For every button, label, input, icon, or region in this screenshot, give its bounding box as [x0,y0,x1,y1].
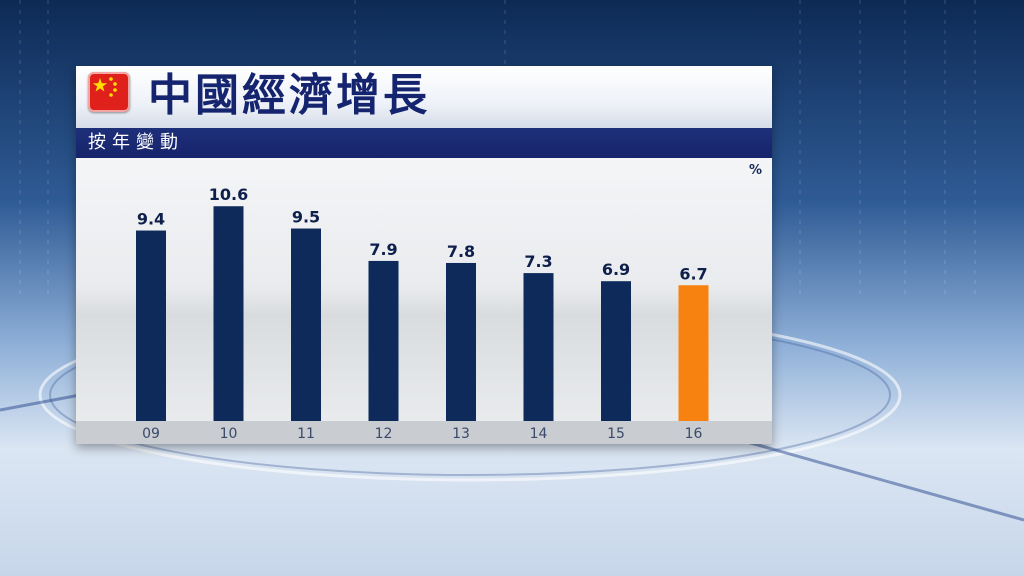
data-label: 9.4 [137,210,165,229]
bar [446,262,476,421]
x-tick-label: 14 [530,426,548,442]
x-tick-label: 13 [452,426,470,442]
bar [678,285,709,421]
title-bar: 中國經濟增長 [76,66,772,128]
bar [601,281,631,421]
data-label: 7.8 [447,242,475,261]
page-title: 中國經濟增長 [148,70,430,121]
data-label: 7.3 [524,252,552,271]
data-label: 7.9 [369,240,397,259]
x-tick-label: 09 [142,426,160,442]
x-tick-label: 15 [607,426,625,442]
bar [368,260,399,421]
x-tick-label: 11 [297,426,315,442]
china-flag-icon [88,72,130,112]
bar [291,228,321,421]
chart-panel: 中國經濟增長 按年變動 % 9.4 09 10.6 10 9.5 11 7.9 12 7.8 13 7… [76,66,772,444]
bar [213,206,244,421]
unit-label: % [749,163,762,178]
data-label: 10.6 [209,185,248,204]
data-label: 9.5 [292,208,320,227]
x-axis-strip [76,421,772,444]
bar-chart: % 9.4 09 10.6 10 9.5 11 7.9 12 7.8 13 7.3 14 6.9 15 6.7… [76,163,772,444]
bar [136,230,166,421]
data-label: 6.7 [679,264,707,283]
x-tick-label: 16 [685,426,703,442]
subtitle-bar: 按年變動 [76,128,772,158]
bar [523,273,554,421]
data-label: 6.9 [602,260,630,279]
x-tick-label: 10 [220,426,238,442]
page-subtitle: 按年變動 [88,132,184,153]
chart-area: % 9.4 09 10.6 10 9.5 11 7.9 12 7.8 13 7.3 14 6.9 15 6.7… [76,158,772,444]
x-tick-label: 12 [375,426,393,442]
